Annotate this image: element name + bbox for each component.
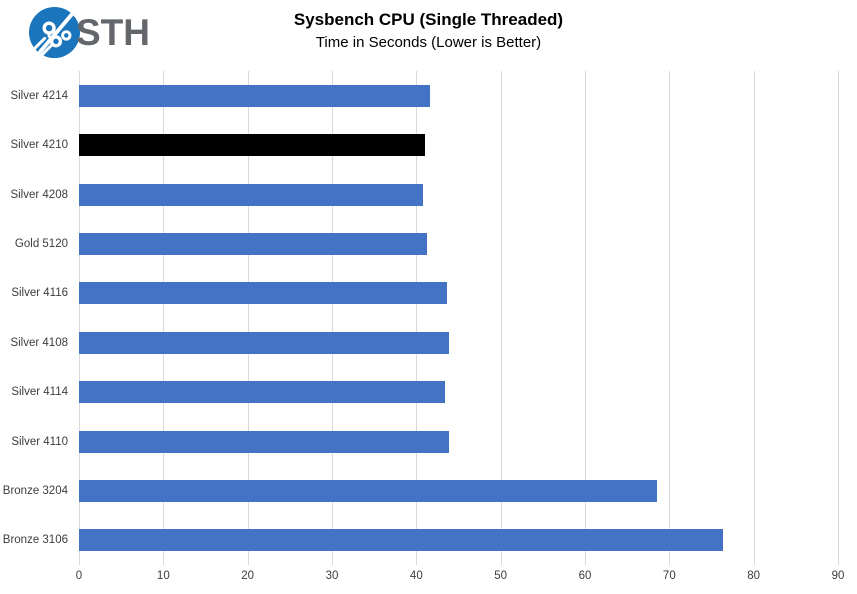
category-label: Bronze 3106 [2,534,68,547]
x-axis: 0 10 20 30 40 50 60 70 80 90 [75,570,845,586]
bar-row [79,367,838,416]
bar-row [79,170,838,219]
bar-row [79,120,838,169]
bar-silver-4210 [79,134,425,157]
sth-logo: STH [28,6,150,59]
category-label: Silver 4208 [10,188,68,201]
category-label: Silver 4116 [11,287,68,300]
category-label: Silver 4210 [10,139,68,152]
gridline [79,71,80,565]
bar-row [79,516,838,565]
bar-row [79,269,838,318]
chart-body: Silver 4214 Silver 4210 Silver 4208 Gold 51… [0,71,839,565]
gridline [838,71,839,565]
x-tick-label: 20 [241,570,255,582]
gridline-layer [79,71,839,565]
bar-silver-4114 [79,381,445,404]
bar-row [79,318,838,367]
bar-row [79,219,838,268]
bar-bronze-3106 [79,529,724,552]
x-tick-label: 40 [409,570,423,582]
sth-logo-text: STH [76,12,150,53]
x-tick-label: 70 [662,570,676,582]
bar-silver-4110 [79,430,450,453]
bar-silver-4108 [79,331,450,354]
category-label: Gold 5120 [14,237,68,250]
bar-row [79,466,838,515]
sth-logo-icon [28,6,81,59]
bar-bronze-3204 [79,479,657,502]
bar-rows [79,71,838,565]
category-label: Silver 4110 [11,435,68,448]
x-tick-label: 30 [325,570,339,582]
gridline [247,71,249,565]
bar-silver-4116 [79,282,447,305]
category-labels: Silver 4214 Silver 4210 Silver 4208 Gold 51… [0,71,79,565]
category-label: Silver 4214 [10,89,68,102]
bar-row [79,417,838,466]
bar-silver-4208 [79,183,424,206]
x-tick-label: 10 [156,570,170,582]
gridline [669,71,671,565]
x-tick-label: 60 [578,570,592,582]
category-label: Silver 4114 [11,386,68,399]
gridline [416,71,418,565]
x-tick-label: 80 [747,570,761,582]
x-tick-label: 50 [494,570,508,582]
category-label: Bronze 3204 [2,484,68,497]
bar-row [79,71,838,120]
gridline [332,71,333,565]
gridline [585,71,586,565]
gridline [500,71,502,565]
gridline [753,71,755,565]
bar-silver-4214 [79,84,430,107]
gridline [163,71,165,565]
x-tick-label: 90 [831,570,845,582]
x-tick-label: 0 [75,570,83,582]
bar-gold-5120 [79,232,428,255]
plot-area [79,71,839,565]
category-label: Silver 4108 [10,336,68,349]
